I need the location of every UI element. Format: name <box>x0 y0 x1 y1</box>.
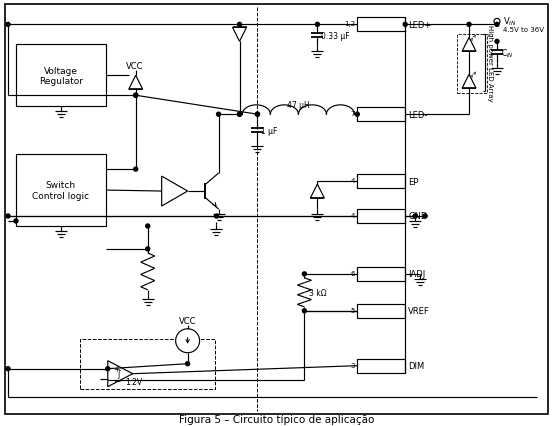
Text: Figura 5 – Circuito típico de aplicação: Figura 5 – Circuito típico de aplicação <box>179 413 374 424</box>
Bar <box>357 210 405 224</box>
Circle shape <box>134 168 138 172</box>
Text: Voltage
Regulator: Voltage Regulator <box>39 66 83 86</box>
Bar <box>357 304 405 318</box>
Circle shape <box>413 215 417 219</box>
Bar <box>16 45 106 107</box>
Polygon shape <box>108 361 133 387</box>
Bar <box>357 108 405 122</box>
Polygon shape <box>233 28 247 42</box>
Text: 3 kΩ: 3 kΩ <box>309 288 327 297</box>
Bar <box>357 267 405 281</box>
Text: GND: GND <box>408 212 428 221</box>
Text: VCC: VCC <box>179 317 196 325</box>
Bar <box>457 35 487 94</box>
Circle shape <box>315 23 319 27</box>
Text: 7: 7 <box>351 111 355 117</box>
Text: High power LED Array: High power LED Array <box>487 26 493 102</box>
Text: LED+: LED+ <box>408 21 432 30</box>
Text: 1.2V: 1.2V <box>125 377 142 386</box>
Circle shape <box>106 367 110 371</box>
Text: Switch
Control logic: Switch Control logic <box>32 181 89 200</box>
Text: IADJ: IADJ <box>408 270 425 279</box>
Circle shape <box>146 248 150 251</box>
Circle shape <box>238 23 242 27</box>
Text: LED-: LED- <box>408 110 428 119</box>
Text: V$_{IN}$: V$_{IN}$ <box>503 15 517 28</box>
Circle shape <box>6 367 10 371</box>
Text: DIM: DIM <box>408 361 424 370</box>
Circle shape <box>467 23 471 27</box>
Circle shape <box>134 94 138 98</box>
Circle shape <box>495 40 499 44</box>
Bar <box>80 339 214 389</box>
Circle shape <box>495 23 499 27</box>
Circle shape <box>255 113 259 117</box>
Text: 4: 4 <box>351 178 355 184</box>
Circle shape <box>6 215 10 219</box>
Text: C$_{IN}$: C$_{IN}$ <box>501 47 514 60</box>
Text: 4.5V to 36V: 4.5V to 36V <box>503 27 544 33</box>
Polygon shape <box>462 75 476 89</box>
Circle shape <box>134 94 138 98</box>
Circle shape <box>423 215 427 219</box>
Text: 47 µH: 47 µH <box>287 101 310 109</box>
Circle shape <box>176 329 199 353</box>
Circle shape <box>186 362 189 366</box>
Circle shape <box>146 225 150 228</box>
Text: 0.33 µF: 0.33 µF <box>321 32 350 41</box>
Circle shape <box>14 219 18 224</box>
Polygon shape <box>310 184 324 199</box>
Text: 5: 5 <box>351 307 355 313</box>
Text: VREF: VREF <box>408 307 430 316</box>
Text: 1,2: 1,2 <box>344 21 355 27</box>
Circle shape <box>214 215 219 219</box>
Polygon shape <box>129 76 143 90</box>
Circle shape <box>238 113 242 117</box>
Circle shape <box>238 113 242 117</box>
Polygon shape <box>162 177 188 207</box>
Text: 6: 6 <box>351 270 355 276</box>
Bar <box>16 155 106 227</box>
Circle shape <box>302 272 306 276</box>
Bar <box>357 18 405 32</box>
Circle shape <box>217 113 220 117</box>
Circle shape <box>403 23 407 27</box>
Circle shape <box>6 23 10 27</box>
Text: +: + <box>113 364 119 373</box>
Text: ʃ: ʃ <box>117 369 120 378</box>
Circle shape <box>255 113 259 117</box>
Bar <box>357 359 405 373</box>
Circle shape <box>302 309 306 313</box>
Circle shape <box>355 113 360 117</box>
Text: VCC: VCC <box>126 62 143 71</box>
Text: −: − <box>113 375 120 384</box>
Text: 1 µF: 1 µF <box>261 127 278 135</box>
Bar <box>357 175 405 189</box>
Circle shape <box>494 19 500 25</box>
Text: 4: 4 <box>351 213 355 219</box>
Polygon shape <box>462 38 476 52</box>
Text: EP: EP <box>408 177 419 186</box>
Text: 3: 3 <box>351 362 355 368</box>
